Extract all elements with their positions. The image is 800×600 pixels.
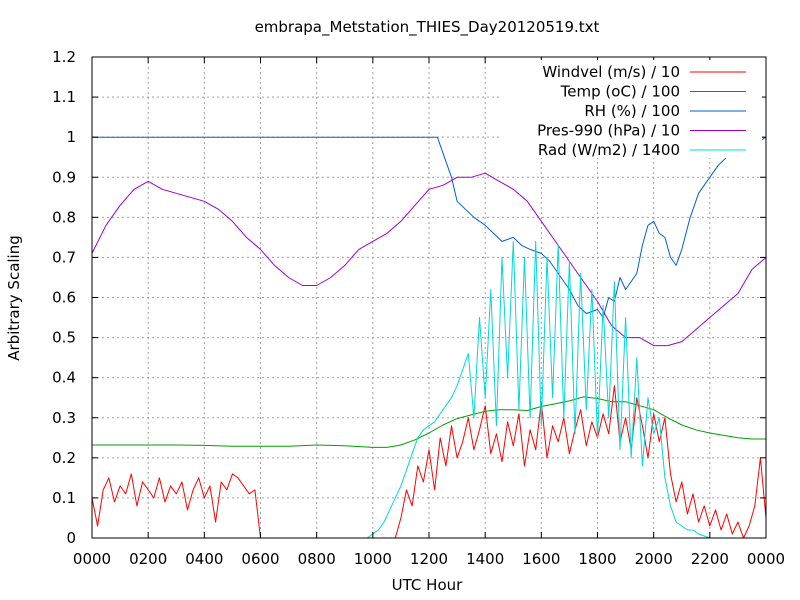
x-tick-label: 0000 (73, 550, 111, 568)
y-tick-label: 0.2 (52, 449, 76, 467)
legend-label: Temp (oC) / 100 (560, 83, 680, 101)
x-tick-label: 0200 (129, 550, 167, 568)
y-tick-label: 0.8 (52, 208, 76, 226)
series-line-1 (91, 385, 767, 539)
y-tick-label: 0.7 (52, 248, 76, 266)
y-tick-label: 1 (66, 128, 76, 146)
y-tick-label: 1.2 (52, 48, 76, 66)
x-tick-label: 1600 (522, 550, 560, 568)
y-tick-label: 0.1 (52, 489, 76, 507)
x-tick-label: 2000 (635, 550, 673, 568)
y-tick-label: 0.5 (52, 329, 76, 347)
y-axis: 0 0.1 0.2 0.3 0.4 0.5 0.6 0.7 0.8 0.9 1 1.1 1.2 (52, 48, 766, 547)
legend-background (500, 60, 762, 158)
x-tick-label: 1400 (466, 550, 504, 568)
x-tick-label: 1800 (578, 550, 616, 568)
legend-label: RH (%) / 100 (584, 102, 680, 120)
x-tick-label: 1000 (354, 550, 392, 568)
x-axis: 0000 0200 0400 0600 0800 1000 1200 1400 1600 1800… (73, 57, 785, 568)
x-tick-label: 0800 (298, 550, 336, 568)
y-tick-label: 0 (66, 529, 76, 547)
y-axis-label: Arbitrary Scaling (5, 235, 23, 361)
x-tick-label: 2200 (691, 550, 729, 568)
legend-label: Windvel (m/s) / 10 (542, 63, 680, 81)
chart-title: embrapa_Metstation_THIES_Day20120519.txt (255, 18, 600, 37)
y-tick-label: 0.4 (52, 369, 76, 387)
y-tick-label: 1.1 (52, 88, 76, 106)
y-tick-label: 0.6 (52, 289, 76, 307)
x-tick-label: 0400 (185, 550, 223, 568)
x-tick-label: 0600 (241, 550, 279, 568)
series-line-5 (92, 240, 766, 539)
x-tick-label: 1200 (410, 550, 448, 568)
series-line-4 (91, 172, 767, 347)
series-line-2 (92, 396, 766, 448)
series-line-3 (92, 136, 767, 318)
y-tick-label: 0.9 (52, 168, 76, 186)
legend-label: Pres-990 (hPa) / 10 (537, 122, 680, 140)
x-axis-label: UTC Hour (392, 576, 463, 594)
x-tick-label: 0000 (747, 550, 785, 568)
legend-label: Rad (W/m2) / 1400 (538, 141, 680, 159)
y-tick-label: 0.3 (52, 409, 76, 427)
series-layer (91, 136, 767, 539)
